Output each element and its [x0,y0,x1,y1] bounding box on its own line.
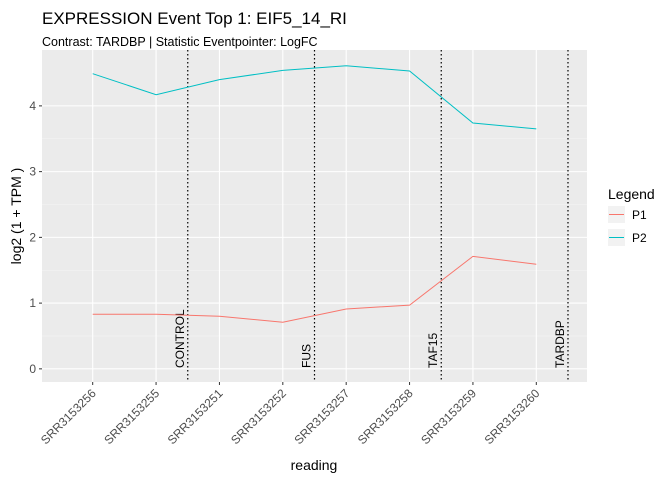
legend: Legend P1 P2 [608,186,655,246]
series-line-p1 [92,255,537,323]
x-tick-label: SRR3153259 [418,386,479,447]
vline-label: CONTROL [173,309,187,368]
x-tick-label: SRR3153258 [355,386,416,447]
y-axis: 0 1 2 3 4 [29,99,42,376]
legend-title: Legend [608,186,655,202]
series-line-p2 [92,65,537,130]
contrast-vlines: CONTROL FUS TAF15 TARDBP [173,50,569,382]
x-axis-title: reading [291,457,338,473]
x-axis: SRR3153256 SRR3153255 SRR3153251 SRR3153252… [38,382,543,447]
vline-label: FUS [300,344,314,368]
x-tick-label: SRR3153256 [38,386,99,447]
legend-label-p1: P1 [632,208,647,222]
plot-panel [42,50,587,382]
vline-label: TAF15 [426,333,440,368]
x-tick-label: SRR3153251 [165,386,226,447]
x-tick-label: SRR3153260 [482,386,543,447]
chart-subtitle: Contrast: TARDBP | Statistic Eventpointe… [42,35,318,49]
y-axis-title: log2 (1 + TPM ) [8,168,24,265]
y-tick-label: 1 [29,296,36,310]
x-tick-label: SRR3153255 [101,386,162,447]
chart-title: EXPRESSION Event Top 1: EIF5_14_RI [42,9,347,28]
x-tick-label: SRR3153257 [291,386,352,447]
y-tick-label: 3 [29,165,36,179]
legend-label-p2: P2 [632,231,647,245]
y-tick-label: 4 [29,99,36,113]
series-lines [92,65,537,323]
y-tick-label: 0 [29,362,36,376]
x-tick-label: SRR3153252 [228,386,289,447]
vline-label: TARDBP [553,320,567,368]
y-tick-label: 2 [29,230,36,244]
